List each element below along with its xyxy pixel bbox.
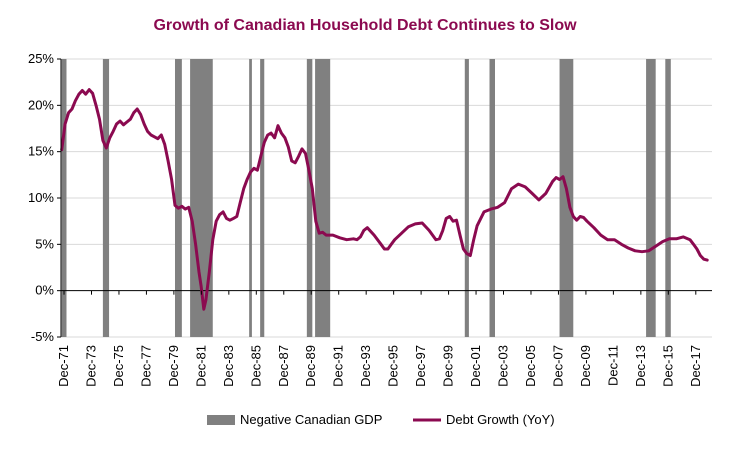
y-tick-label: 25% (28, 51, 54, 66)
series-line-debt-growth (60, 88, 709, 311)
recession-bar (174, 59, 182, 337)
x-axis: Dec-71 Dec-73 Dec-75 Dec-77 Dec-79 Dec-81 Dec-… (56, 290, 703, 387)
x-tick-label: Dec-93 (358, 345, 373, 387)
x-tick-label: Dec-09 (578, 345, 593, 387)
x-tick-label: Dec-97 (413, 345, 428, 387)
y-tick-label: 10% (28, 190, 54, 205)
legend: Negative Canadian GDP Debt Growth (YoY) (207, 412, 555, 427)
x-tick-label: Dec-05 (523, 345, 538, 387)
x-tick-label: Dec-73 (83, 345, 98, 387)
y-tick-label: 15% (28, 144, 54, 159)
x-tick-label: Dec-87 (276, 345, 291, 387)
recession-bar (190, 59, 213, 337)
recession-bar (61, 59, 67, 337)
y-tick-label: 5% (35, 236, 54, 251)
y-axis: -5% 0% 5% 10% 15% 20% 25% (28, 51, 62, 344)
x-tick-label: Dec-71 (56, 345, 71, 387)
x-tick-label: Dec-79 (166, 345, 181, 387)
x-tick-label: Dec-07 (550, 345, 565, 387)
x-tick-label: Dec-89 (303, 345, 318, 387)
recession-bar (260, 59, 265, 337)
recession-bar (665, 59, 671, 337)
x-tick-label: Dec-75 (111, 345, 126, 387)
x-tick-label: Dec-85 (248, 345, 263, 387)
recession-bar (306, 59, 313, 337)
x-tick-label: Dec-15 (660, 345, 675, 387)
recession-bars (61, 59, 671, 337)
x-tick-label: Dec-95 (386, 345, 401, 387)
recession-bar (315, 59, 331, 337)
x-tick-label: Dec-77 (138, 345, 153, 387)
y-tick-label: 20% (28, 97, 54, 112)
x-tick-label: Dec-83 (221, 345, 236, 387)
x-tick-label: Dec-03 (496, 345, 511, 387)
recession-bar (102, 59, 110, 337)
legend-swatch-recession (207, 415, 235, 425)
x-tick-label: Dec-13 (633, 345, 648, 387)
x-tick-label: Dec-91 (331, 345, 346, 387)
recession-bar (646, 59, 656, 337)
recession-bar (559, 59, 574, 337)
y-tick-label: -5% (31, 329, 55, 344)
x-tick-label: Dec-11 (605, 345, 620, 386)
x-tick-label: Dec-01 (468, 345, 483, 387)
legend-label-recession: Negative Canadian GDP (240, 412, 382, 427)
x-tick-label: Dec-99 (441, 345, 456, 387)
recession-bar (249, 59, 252, 337)
chart-title: Growth of Canadian Household Debt Contin… (153, 17, 577, 34)
x-tick-label: Dec-17 (688, 345, 703, 387)
recession-bar (464, 59, 469, 337)
y-tick-label: 0% (35, 283, 54, 298)
legend-label-debt-growth: Debt Growth (YoY) (446, 412, 555, 427)
recession-bar (489, 59, 495, 337)
series-lines (60, 88, 709, 311)
grid (61, 58, 712, 338)
x-tick-label: Dec-81 (193, 345, 208, 387)
